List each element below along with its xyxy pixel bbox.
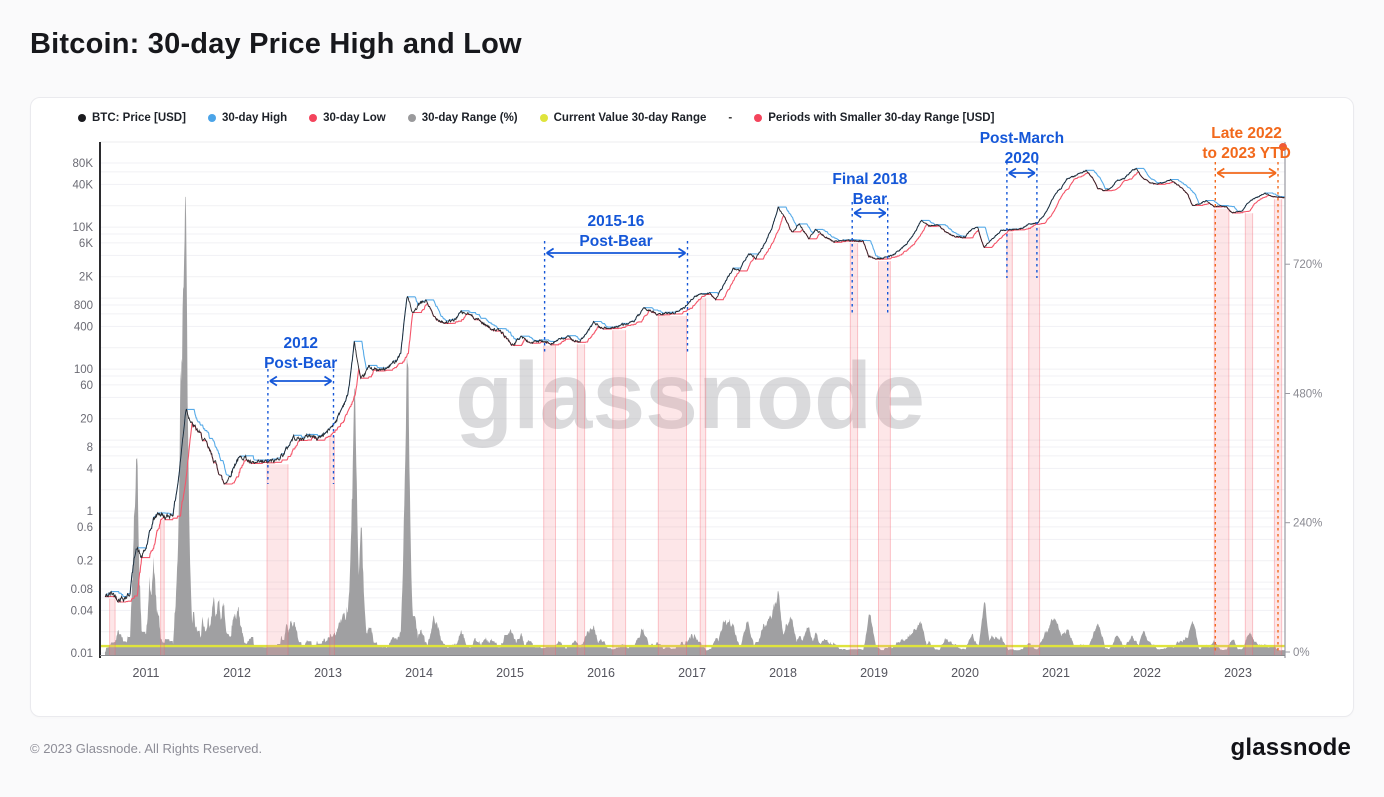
legend-dot — [207, 114, 216, 122]
annotation-label-post-march-2020: Post-March — [980, 130, 1064, 147]
y-axis-label-right: 720% — [1293, 259, 1322, 271]
smaller-range-band — [1006, 232, 1013, 655]
y-axis-label-right: 480% — [1293, 389, 1322, 401]
y-axis-label-right: 0% — [1293, 647, 1310, 659]
y-axis-label-left: 10K — [73, 222, 94, 234]
legend-item[interactable]: Periods with Smaller 30-day Range [USD] — [754, 112, 994, 124]
y-axis-label-left: 0.2 — [77, 556, 93, 568]
x-axis-label: 2020 — [951, 666, 979, 680]
price-line — [104, 167, 1286, 603]
smaller-range-band — [543, 345, 556, 655]
x-axis-label: 2017 — [678, 666, 706, 680]
smaller-range-band — [109, 598, 116, 655]
smaller-range-band — [329, 435, 335, 655]
y-axis-label-left: 400 — [74, 321, 93, 333]
y-axis-label-left: 800 — [74, 300, 93, 312]
legend-label: 30-day High — [221, 112, 288, 124]
y-axis-label-left: 8 — [87, 442, 93, 454]
legend-label: 30-day Low — [323, 112, 386, 124]
y-axis-label-left: 80K — [73, 158, 94, 170]
y-axis-label-left: 40K — [73, 179, 94, 191]
smaller-range-band — [1028, 227, 1040, 656]
annotation-arrowhead-post-bear-2012 — [269, 375, 332, 387]
annotation-label-final-2018-bear: Bear — [853, 191, 887, 208]
y-axis-label-left: 0.04 — [71, 605, 94, 617]
y-axis-label-left: 1 — [87, 506, 93, 518]
legend-dot — [754, 114, 763, 122]
legend-dot — [78, 114, 86, 122]
smaller-range-band — [577, 344, 585, 655]
legend-label: Periods with Smaller 30-day Range [USD] — [768, 112, 995, 124]
annotation-label-post-bear-2015-16: 2015-16 — [588, 213, 645, 230]
annotation-label-post-bear-2012: Post-Bear — [264, 355, 337, 372]
legend-item[interactable]: Current Value 30-day Range — [539, 112, 707, 124]
legend-item[interactable]: 30-day High — [207, 112, 288, 124]
smaller-range-band — [700, 298, 706, 655]
smaller-range-band — [850, 243, 858, 655]
legend-dot — [309, 114, 318, 122]
x-axis-label: 2023 — [1224, 666, 1252, 680]
y-axis-label-left: 0.01 — [71, 648, 93, 660]
y-axis-label-left: 0.6 — [77, 522, 93, 534]
x-axis-label: 2022 — [1133, 666, 1161, 680]
y-axis-label-left: 100 — [74, 364, 93, 376]
smaller-range-band — [267, 464, 288, 655]
y-axis-label-left: 20 — [80, 414, 93, 426]
annotation-label-post-bear-2015-16: Post-Bear — [579, 233, 652, 250]
annotation-label-post-march-2020: 2020 — [1005, 150, 1039, 167]
y-axis-label-left: 0.08 — [71, 584, 93, 596]
legend-dot — [407, 114, 416, 122]
x-axis-label: 2014 — [405, 666, 433, 680]
legend: BTC: Price [USD] 30-day High 30-day Low 30-… — [78, 112, 1318, 124]
chart-card — [30, 97, 1354, 717]
x-axis-label: 2018 — [769, 666, 797, 680]
range-area — [105, 196, 1286, 655]
annotation-arrowhead-late-2022-2023-ytd — [1216, 167, 1277, 179]
legend-dot — [539, 114, 548, 122]
legend-label: Current Value 30-day Range — [553, 112, 707, 124]
legend-item[interactable]: BTC: Price [USD] — [78, 112, 186, 124]
x-axis-label: 2011 — [133, 666, 160, 680]
x-axis-label: 2012 — [223, 666, 251, 680]
x-axis-label: 2021 — [1042, 666, 1070, 680]
glassnode-logo: glassnode — [1230, 734, 1351, 761]
y-axis-label-left: 4 — [87, 463, 94, 475]
legend-item[interactable]: 30-day Low — [309, 112, 386, 124]
annotation-arrowhead-post-bear-2015-16 — [546, 247, 686, 259]
y-axis-label-left: 2K — [79, 272, 93, 284]
page-title: Bitcoin: 30-day Price High and Low — [30, 28, 522, 60]
watermark: glassnode — [455, 343, 925, 449]
smaller-range-band — [160, 520, 165, 655]
smaller-range-band — [878, 261, 891, 655]
x-axis-label: 2016 — [587, 666, 615, 680]
footer-copyright: © 2023 Glassnode. All Rights Reserved. — [30, 741, 263, 756]
x-axis-label: 2015 — [496, 666, 524, 680]
smaller-range-band — [658, 316, 687, 655]
y-axis-label-left: 60 — [80, 380, 93, 392]
range-current-marker-dot — [1279, 143, 1287, 151]
annotation-label-late-2022-2023-ytd: Late 2022 — [1211, 125, 1282, 142]
x-axis-label: 2013 — [314, 666, 342, 680]
annotation-arrowhead-final-2018-bear — [853, 207, 887, 219]
annotation-label-late-2022-2023-ytd: to 2023 YTD — [1202, 145, 1290, 162]
smaller-range-band — [1214, 208, 1229, 655]
smaller-range-band — [1245, 213, 1253, 656]
y-axis-label-right: 240% — [1293, 518, 1322, 530]
legend-label: BTC: Price [USD] — [92, 112, 186, 124]
annotation-arrowhead-post-march-2020 — [1008, 167, 1036, 179]
annotation-label-post-bear-2012: 2012 — [283, 335, 317, 352]
x-axis-label: 2019 — [860, 666, 888, 680]
legend-label: 30-day Range (%) — [421, 112, 518, 124]
legend-separator: - — [728, 112, 733, 124]
annotation-label-final-2018-bear: Final 2018 — [832, 171, 907, 188]
y-axis-label-left: 6K — [79, 238, 93, 250]
legend-item[interactable]: 30-day Range (%) — [407, 112, 518, 124]
smaller-range-band — [612, 330, 626, 655]
